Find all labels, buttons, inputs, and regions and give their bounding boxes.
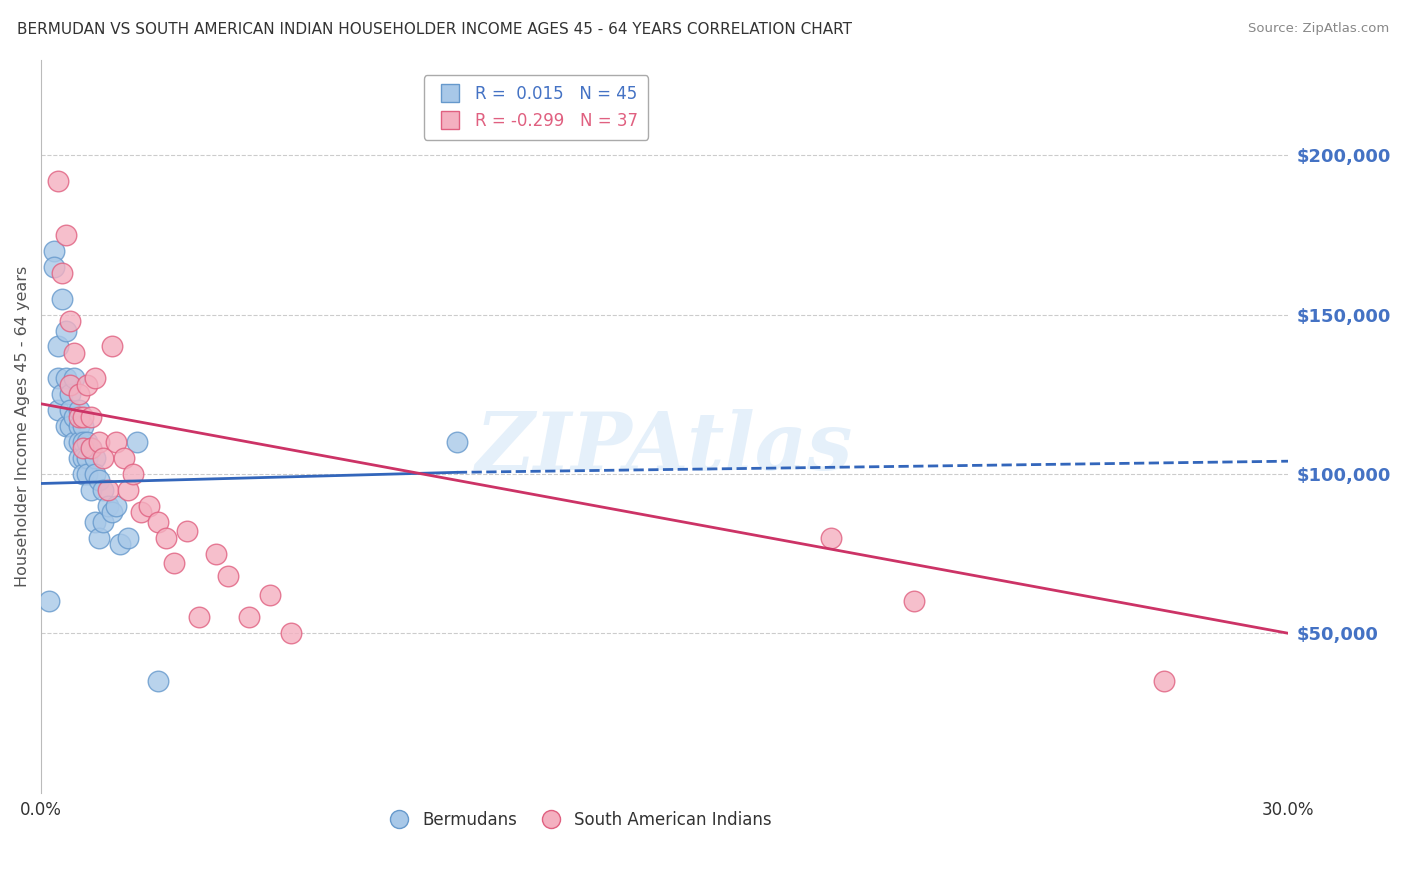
Point [67,403,90,417]
Point [112,450,135,465]
Point [89,473,111,487]
Point [51,292,73,306]
Point [51,266,73,280]
Point [63,409,86,424]
Point [104,499,127,513]
Point [80,483,103,497]
Point [93,515,115,529]
Text: ZIPAtlas: ZIPAtlas [477,409,853,487]
Point [204,547,226,561]
Point [146,515,169,529]
Point [121,467,143,481]
Point [67,450,90,465]
Point [446,435,468,450]
Point [55,324,77,338]
Point [46,403,69,417]
Point [80,442,103,456]
Text: BERMUDAN VS SOUTH AMERICAN INDIAN HOUSEHOLDER INCOME AGES 45 - 64 YEARS CORRELAT: BERMUDAN VS SOUTH AMERICAN INDIAN HOUSEH… [17,22,852,37]
Point [59,403,82,417]
Point [84,467,107,481]
Point [46,339,69,353]
Point [72,467,94,481]
Point [59,419,82,434]
Text: Source: ZipAtlas.com: Source: ZipAtlas.com [1249,22,1389,36]
Point [72,419,94,434]
Point [80,409,103,424]
Point [67,409,90,424]
Point [42,244,65,258]
Point [176,524,198,539]
Point [55,419,77,434]
Point [76,377,98,392]
Point [72,435,94,450]
Point [129,505,152,519]
Point [55,227,77,242]
Point [72,450,94,465]
Point [55,371,77,385]
Point [108,537,131,551]
Point [93,483,115,497]
Point [155,531,177,545]
Point [76,450,98,465]
Point [820,531,842,545]
Point [72,442,94,456]
Point [46,174,69,188]
Point [46,371,69,385]
Point [1153,674,1175,689]
Point [280,626,302,640]
Point [80,442,103,456]
Point [63,371,86,385]
Point [59,314,82,328]
Point [259,588,281,602]
Point [76,467,98,481]
Point [125,435,148,450]
Point [903,594,925,608]
Point [138,499,160,513]
Point [59,387,82,401]
Point [59,377,82,392]
Point [217,569,239,583]
Point [67,435,90,450]
Point [76,435,98,450]
Point [89,435,111,450]
Point [84,515,107,529]
Point [67,419,90,434]
Point [42,260,65,274]
Point [67,387,90,401]
Point [51,387,73,401]
Point [63,346,86,360]
Point [238,610,260,624]
Point [104,435,127,450]
Point [146,674,169,689]
Legend: Bermudans, South American Indians: Bermudans, South American Indians [377,805,779,836]
Point [89,531,111,545]
Point [117,483,139,497]
Point [93,450,115,465]
Point [97,499,120,513]
Point [84,371,107,385]
Point [117,531,139,545]
Point [38,594,60,608]
Point [72,409,94,424]
Y-axis label: Householder Income Ages 45 - 64 years: Householder Income Ages 45 - 64 years [15,266,30,587]
Point [101,505,124,519]
Point [97,483,120,497]
Point [63,435,86,450]
Point [163,556,186,570]
Point [188,610,211,624]
Point [84,450,107,465]
Point [101,339,124,353]
